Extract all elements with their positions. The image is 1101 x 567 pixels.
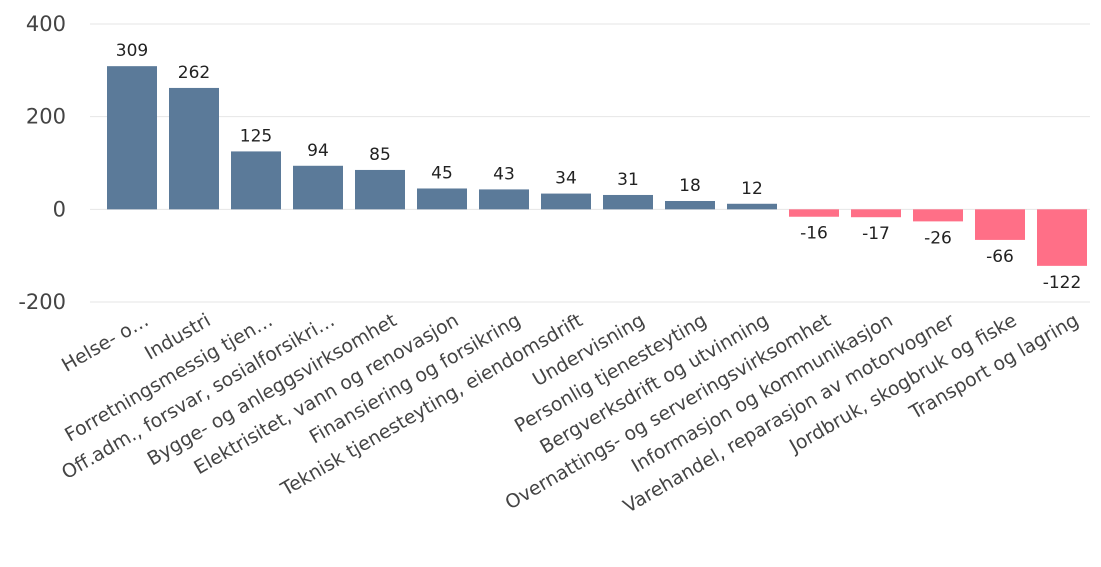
- bar-value-label: 31: [617, 170, 639, 190]
- bar-value-label: 94: [307, 141, 329, 161]
- y-tick-label: -200: [18, 290, 66, 314]
- value-labels: 309 262 125 94 85 45 43 34 31 18 12 -16 -17 -26 -66 -12…: [116, 41, 1082, 293]
- y-tick-label: 0: [53, 197, 66, 221]
- bar: [665, 200, 715, 210]
- bar-value-label: -66: [986, 247, 1014, 267]
- bar-value-label: 12: [741, 179, 763, 199]
- bar: [355, 169, 405, 210]
- bar-value-label: -16: [800, 224, 828, 244]
- bar: [603, 194, 653, 210]
- bar: [293, 165, 343, 210]
- bar-value-label: 45: [431, 163, 453, 183]
- bar-value-label: 309: [116, 41, 148, 61]
- bar-value-label: 43: [493, 164, 515, 184]
- bar-value-label: 125: [240, 126, 272, 146]
- bars: [107, 66, 1087, 266]
- bar: [417, 188, 467, 210]
- bar-value-label: -26: [924, 228, 952, 248]
- bar: [851, 209, 901, 218]
- bar-value-label: 18: [679, 176, 701, 196]
- y-tick-label: 400: [26, 12, 66, 36]
- bar-value-label: 34: [555, 169, 577, 189]
- category-label: Helse- o…: [58, 309, 152, 376]
- bar: [541, 193, 591, 210]
- bar: [913, 209, 963, 222]
- bar: [169, 87, 219, 210]
- bar-value-label: -17: [862, 224, 890, 244]
- bar-value-label: -122: [1043, 273, 1082, 293]
- bar: [789, 209, 839, 217]
- bar: [1037, 209, 1087, 266]
- bar-value-label: 262: [178, 63, 210, 83]
- y-tick-label: 200: [26, 105, 66, 129]
- bar: [107, 66, 157, 210]
- y-axis-ticks: 400 200 0 -200: [18, 12, 66, 314]
- bar: [479, 189, 529, 210]
- bar: [727, 203, 777, 210]
- bar-value-label: 85: [369, 145, 391, 165]
- bar: [231, 151, 281, 210]
- bar: [975, 209, 1025, 240]
